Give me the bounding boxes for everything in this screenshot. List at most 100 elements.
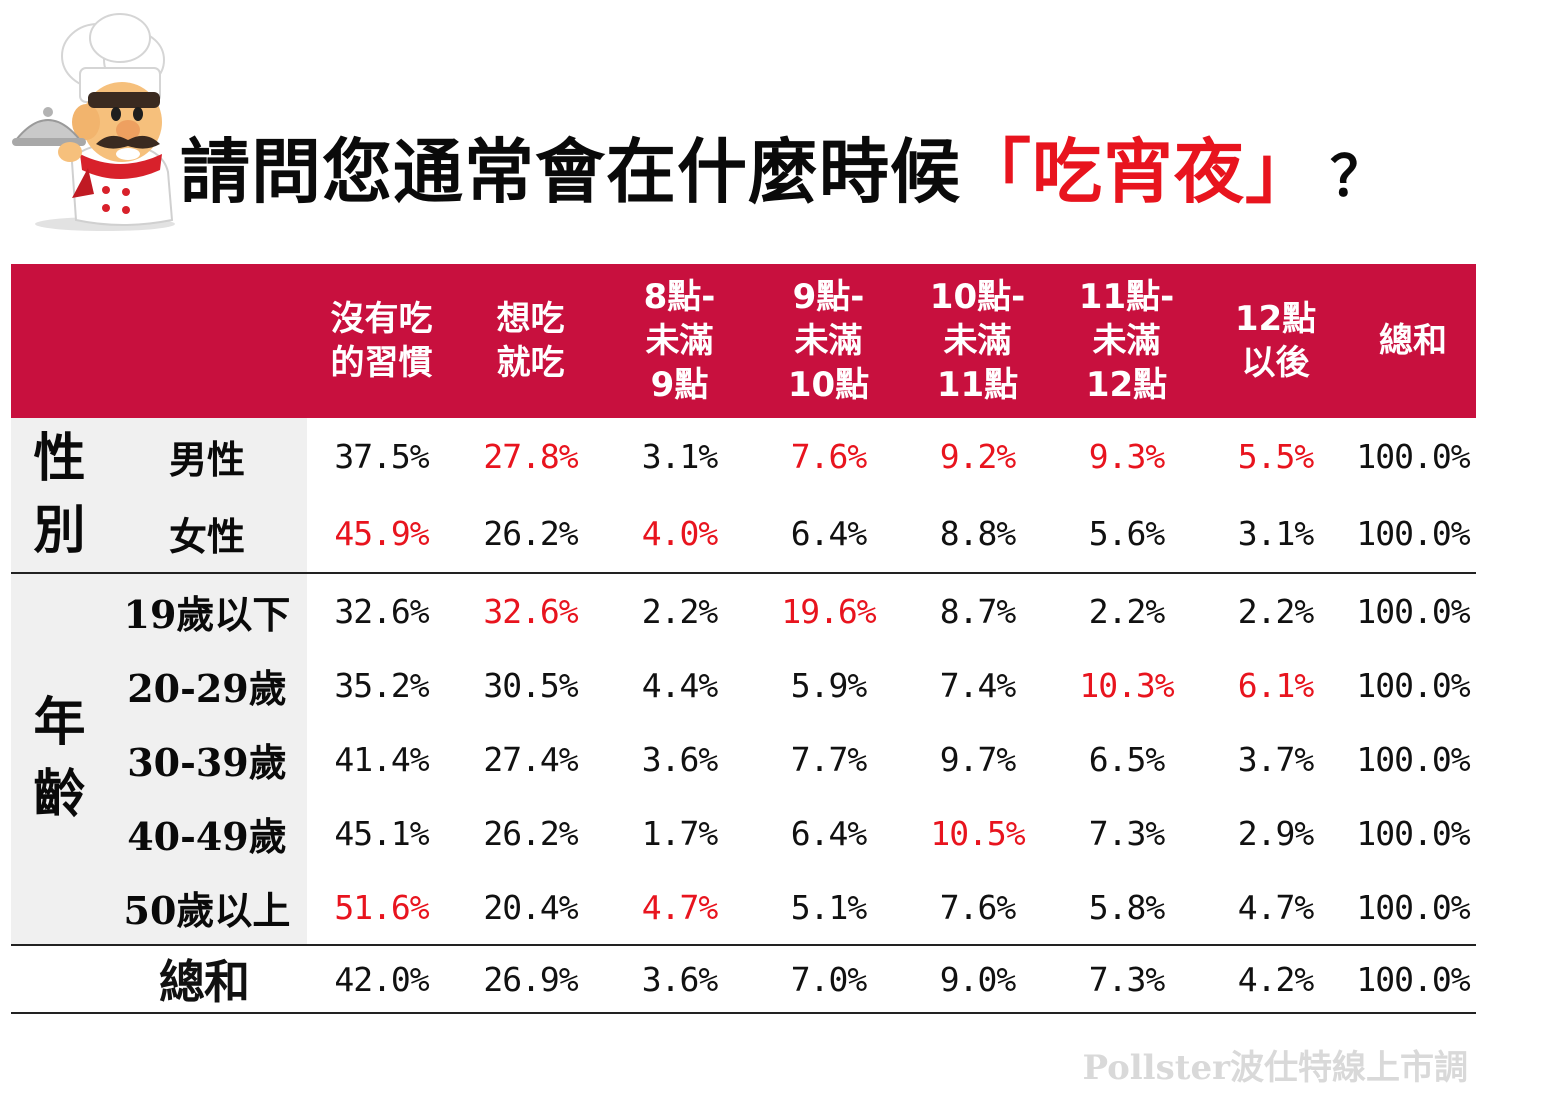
value-cell: 27.4%: [483, 739, 578, 779]
value-cell: 9.7%: [939, 739, 1016, 779]
value-cell: 2.2%: [605, 572, 754, 648]
table-row: 40-49歲 45.1% 26.2% 1.7% 6.4% 10.5% 7.3% 2.9% 100…: [11, 796, 1476, 870]
total-value-cell: 3.6%: [605, 944, 754, 1014]
value-cell: 4.4%: [641, 665, 718, 705]
value-cell: 6.5%: [1088, 739, 1165, 779]
value-cell: 20.4%: [483, 887, 578, 927]
chef-mascot-illustration: [12, 13, 175, 231]
total-row-label: 總和: [11, 944, 307, 1014]
column-header-line: 未滿: [645, 321, 714, 361]
value-cell: 4.7%: [641, 887, 718, 927]
table-row: 女性 45.9% 26.2% 4.0% 6.4% 8.8% 5.6% 3.1% 100.0%: [11, 495, 1476, 573]
header-blank-group: [11, 264, 107, 418]
value-cell: 9.3%: [1088, 437, 1165, 476]
value-cell: 5.6%: [1088, 514, 1165, 553]
column-header-line: 8點-: [643, 277, 716, 317]
column-header-line: 12點: [1234, 299, 1317, 339]
column-header-line: 11點-: [1078, 277, 1175, 317]
value-cell: 1.7%: [641, 813, 718, 853]
header-blank-sub: [107, 264, 307, 418]
value-cell: 45.1%: [334, 813, 429, 853]
value-cell: 100.0%: [1356, 437, 1470, 476]
column-header-0: 沒有吃 的習慣: [307, 264, 456, 418]
title-main: 請問您通常會在什麼時候: [180, 131, 961, 213]
total-row: 總和 42.0% 26.9% 3.6% 7.0% 9.0% 7.3% 4.2% 100.0%: [11, 944, 1476, 1014]
row-label: 50歲以上: [107, 870, 307, 945]
value-cell: 8.8%: [939, 514, 1016, 553]
row-label: 19歲以下: [107, 572, 307, 648]
value-cell: 100.0%: [1356, 813, 1470, 853]
value-cell: 100.0%: [1356, 514, 1470, 553]
column-header-5: 11點- 未滿 12點: [1052, 264, 1201, 418]
column-header-line: 11點: [936, 365, 1019, 405]
value-cell: 3.1%: [1237, 514, 1314, 553]
column-header-line: 9點: [650, 365, 709, 405]
value-cell: 10.5%: [930, 813, 1025, 853]
column-header-line: 就吃: [496, 343, 565, 383]
survey-table-container: 沒有吃 的習慣 想吃 就吃 8點- 未滿 9點 9點- 未滿 10點 10點- 未滿 11點 11點- 未滿…: [11, 264, 1476, 1014]
group-label: 性別: [11, 418, 107, 573]
column-header-3: 9點- 未滿 10點: [754, 264, 903, 418]
value-cell: 10.3%: [1079, 665, 1174, 705]
column-header-line: 9點-: [792, 277, 865, 317]
column-header-1: 想吃 就吃: [456, 264, 605, 418]
value-cell: 3.6%: [641, 739, 718, 779]
column-header-line: 以後: [1241, 343, 1310, 383]
table-row: 年齡 19歲以下 32.6% 32.6% 2.2% 19.6% 8.7% 2.2% 2.2% 10…: [11, 572, 1476, 945]
value-cell: 5.1%: [790, 887, 867, 927]
value-cell: 9.2%: [939, 437, 1016, 476]
column-header-6: 12點 以後: [1201, 264, 1350, 418]
value-cell: 6.1%: [1237, 665, 1314, 705]
row-label: 女性: [107, 495, 307, 573]
total-value-cell: 7.0%: [754, 944, 903, 1014]
value-cell: 37.5%: [334, 437, 429, 476]
value-cell: 7.6%: [939, 887, 1016, 927]
column-header-line: 12點: [1085, 365, 1168, 405]
column-header-line: 未滿: [1092, 321, 1161, 361]
table-row: 50歲以上 51.6% 20.4% 4.7% 5.1% 7.6% 5.8% 4.7% 100.0…: [11, 870, 1476, 945]
column-header-line: 10點-: [929, 277, 1026, 317]
value-cell: 3.7%: [1237, 739, 1314, 779]
column-header-7: 總和: [1350, 264, 1476, 418]
column-header-line: 的習慣: [330, 343, 433, 383]
value-cell: 5.9%: [790, 665, 867, 705]
value-cell: 4.0%: [641, 514, 718, 553]
value-cell: 2.9%: [1237, 813, 1314, 853]
value-cell: 8.7%: [903, 572, 1052, 648]
value-cell: 7.4%: [939, 665, 1016, 705]
table-row: 性別男性 37.5% 27.8% 3.1% 7.6% 9.2% 9.3% 5.5% 100.0%: [11, 418, 1476, 573]
value-cell: 32.6%: [307, 572, 456, 648]
value-cell: 3.1%: [641, 437, 718, 476]
table-header-row: 沒有吃 的習慣 想吃 就吃 8點- 未滿 9點 9點- 未滿 10點 10點- 未滿 11點 11點- 未滿…: [11, 264, 1476, 418]
column-header-line: 未滿: [943, 321, 1012, 361]
total-value-cell: 26.9%: [456, 944, 605, 1014]
column-header-line: 想吃: [496, 299, 565, 339]
row-label: 20-29歲: [107, 648, 307, 722]
column-header-4: 10點- 未滿 11點: [903, 264, 1052, 418]
table-row: 30-39歲 41.4% 27.4% 3.6% 7.7% 9.7% 6.5% 3.7% 100.…: [11, 722, 1476, 796]
value-cell: 4.7%: [1237, 887, 1314, 927]
column-header-line: 總和: [1379, 321, 1447, 361]
page-title: 請問您通常會在什麼時候「吃宵夜」？: [180, 122, 1387, 222]
group-label: 年齡: [11, 572, 107, 945]
survey-table: 沒有吃 的習慣 想吃 就吃 8點- 未滿 9點 9點- 未滿 10點 10點- 未滿 11點 11點- 未滿…: [11, 264, 1476, 1014]
value-cell: 30.5%: [483, 665, 578, 705]
value-cell: 19.6%: [754, 572, 903, 648]
group-label-char: 別: [33, 501, 85, 561]
group-label-char: 年: [33, 693, 85, 753]
total-value-cell: 9.0%: [903, 944, 1052, 1014]
value-cell: 7.6%: [790, 437, 867, 476]
total-value-cell: 4.2%: [1201, 944, 1350, 1014]
value-cell: 6.4%: [790, 813, 867, 853]
value-cell: 100.0%: [1356, 739, 1470, 779]
value-cell: 26.2%: [483, 813, 578, 853]
column-header-2: 8點- 未滿 9點: [605, 264, 754, 418]
row-label: 男性: [107, 418, 307, 495]
row-label: 40-49歲: [107, 796, 307, 870]
group-label-char: 齡: [33, 765, 85, 825]
value-cell: 6.4%: [790, 514, 867, 553]
value-cell: 2.2%: [1201, 572, 1350, 648]
column-header-line: 未滿: [794, 321, 863, 361]
value-cell: 26.2%: [483, 514, 578, 553]
group-label-char: 性: [33, 429, 85, 489]
